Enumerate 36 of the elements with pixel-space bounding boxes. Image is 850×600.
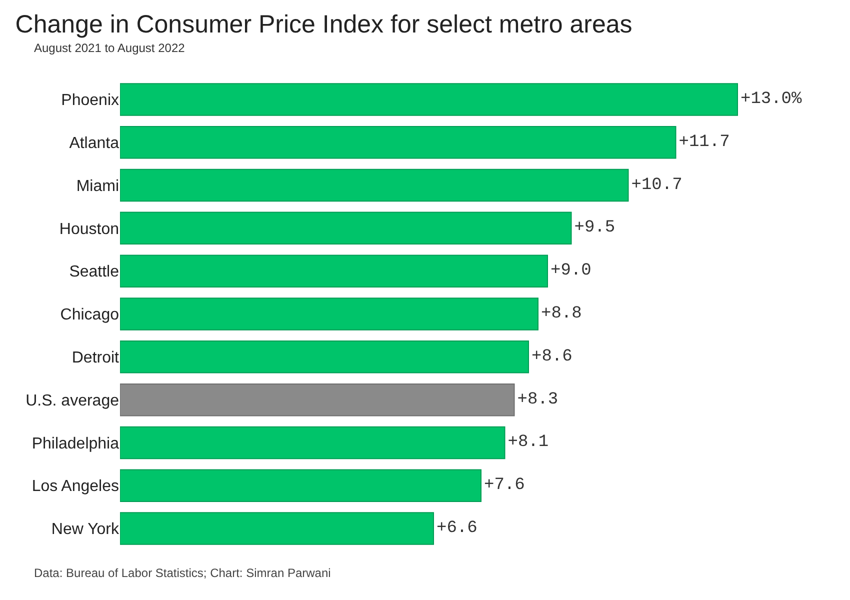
data-label: +6.6	[436, 519, 478, 538]
y-tick-label: Houston	[59, 220, 119, 238]
bar	[120, 512, 434, 545]
data-label: +8.8	[541, 304, 582, 324]
bar	[120, 426, 506, 460]
data-label: +8.3	[517, 390, 558, 410]
y-tick-label: U.S. average	[26, 392, 120, 410]
bar	[120, 212, 572, 245]
y-tick-label: Seattle	[69, 264, 120, 281]
y-tick-label: New York	[51, 521, 120, 538]
data-label: +13.0%	[740, 90, 803, 109]
bar	[120, 83, 738, 116]
data-label: +9.5	[574, 218, 616, 238]
text: Data: Bureau of Labor Statistics; Chart: Simran Parwani	[34, 566, 331, 580]
chart-subtitle: August 2021 to August 2022	[34, 41, 186, 55]
bar	[120, 298, 538, 330]
bar	[120, 383, 515, 416]
bar	[120, 126, 676, 159]
data-label: +9.0	[550, 262, 592, 281]
y-tick-label: Miami	[76, 178, 119, 195]
chart-title: Change in Consumer Price Index for select metro areas	[15, 10, 632, 38]
y-tick-label: Chicago	[60, 306, 120, 324]
bar	[120, 469, 482, 502]
data-label: +8.6	[532, 347, 572, 366]
data-label: +10.7	[631, 176, 682, 195]
y-tick-label: Phoenix	[61, 92, 119, 110]
bar	[120, 340, 529, 374]
bar	[120, 254, 548, 288]
bar	[120, 168, 629, 202]
y-tick-label: Philadelphia	[32, 435, 120, 452]
data-label: +8.1	[508, 433, 549, 452]
y-tick-label: Los Angeles	[32, 478, 119, 496]
data-label: +11.7	[678, 132, 730, 152]
data-label: +7.6	[484, 476, 525, 496]
y-tick-label: Detroit	[72, 350, 120, 367]
y-tick-label: Atlanta	[69, 134, 120, 152]
